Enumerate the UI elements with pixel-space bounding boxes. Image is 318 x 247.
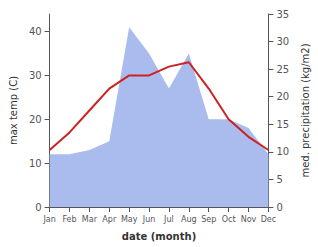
svg-text:10: 10 [29,158,42,169]
svg-text:max temp (C): max temp (C) [8,76,19,145]
svg-text:May: May [121,215,138,224]
svg-text:5: 5 [276,174,282,185]
svg-text:30: 30 [276,36,289,47]
svg-text:Aug: Aug [181,215,197,224]
svg-text:Nov: Nov [241,215,257,224]
svg-text:20: 20 [276,91,289,102]
svg-text:25: 25 [276,64,289,75]
svg-text:Jan: Jan [42,215,55,224]
svg-text:Feb: Feb [62,215,76,224]
svg-text:date (month): date (month) [122,231,196,242]
svg-text:30: 30 [29,70,42,81]
svg-text:Dec: Dec [261,215,276,224]
svg-text:Oct: Oct [222,215,236,224]
svg-text:0: 0 [276,202,282,213]
svg-text:40: 40 [29,26,42,37]
svg-text:20: 20 [29,114,42,125]
svg-text:Apr: Apr [102,215,117,224]
svg-text:med. precipitation (kg/m2): med. precipitation (kg/m2) [300,43,311,177]
svg-text:35: 35 [276,9,289,20]
svg-text:0: 0 [35,202,41,213]
svg-text:10: 10 [276,146,289,157]
svg-text:Jul: Jul [163,215,174,224]
svg-text:15: 15 [276,119,289,130]
svg-text:Sep: Sep [201,215,216,224]
svg-text:Mar: Mar [82,215,98,224]
svg-text:Jun: Jun [142,215,156,224]
